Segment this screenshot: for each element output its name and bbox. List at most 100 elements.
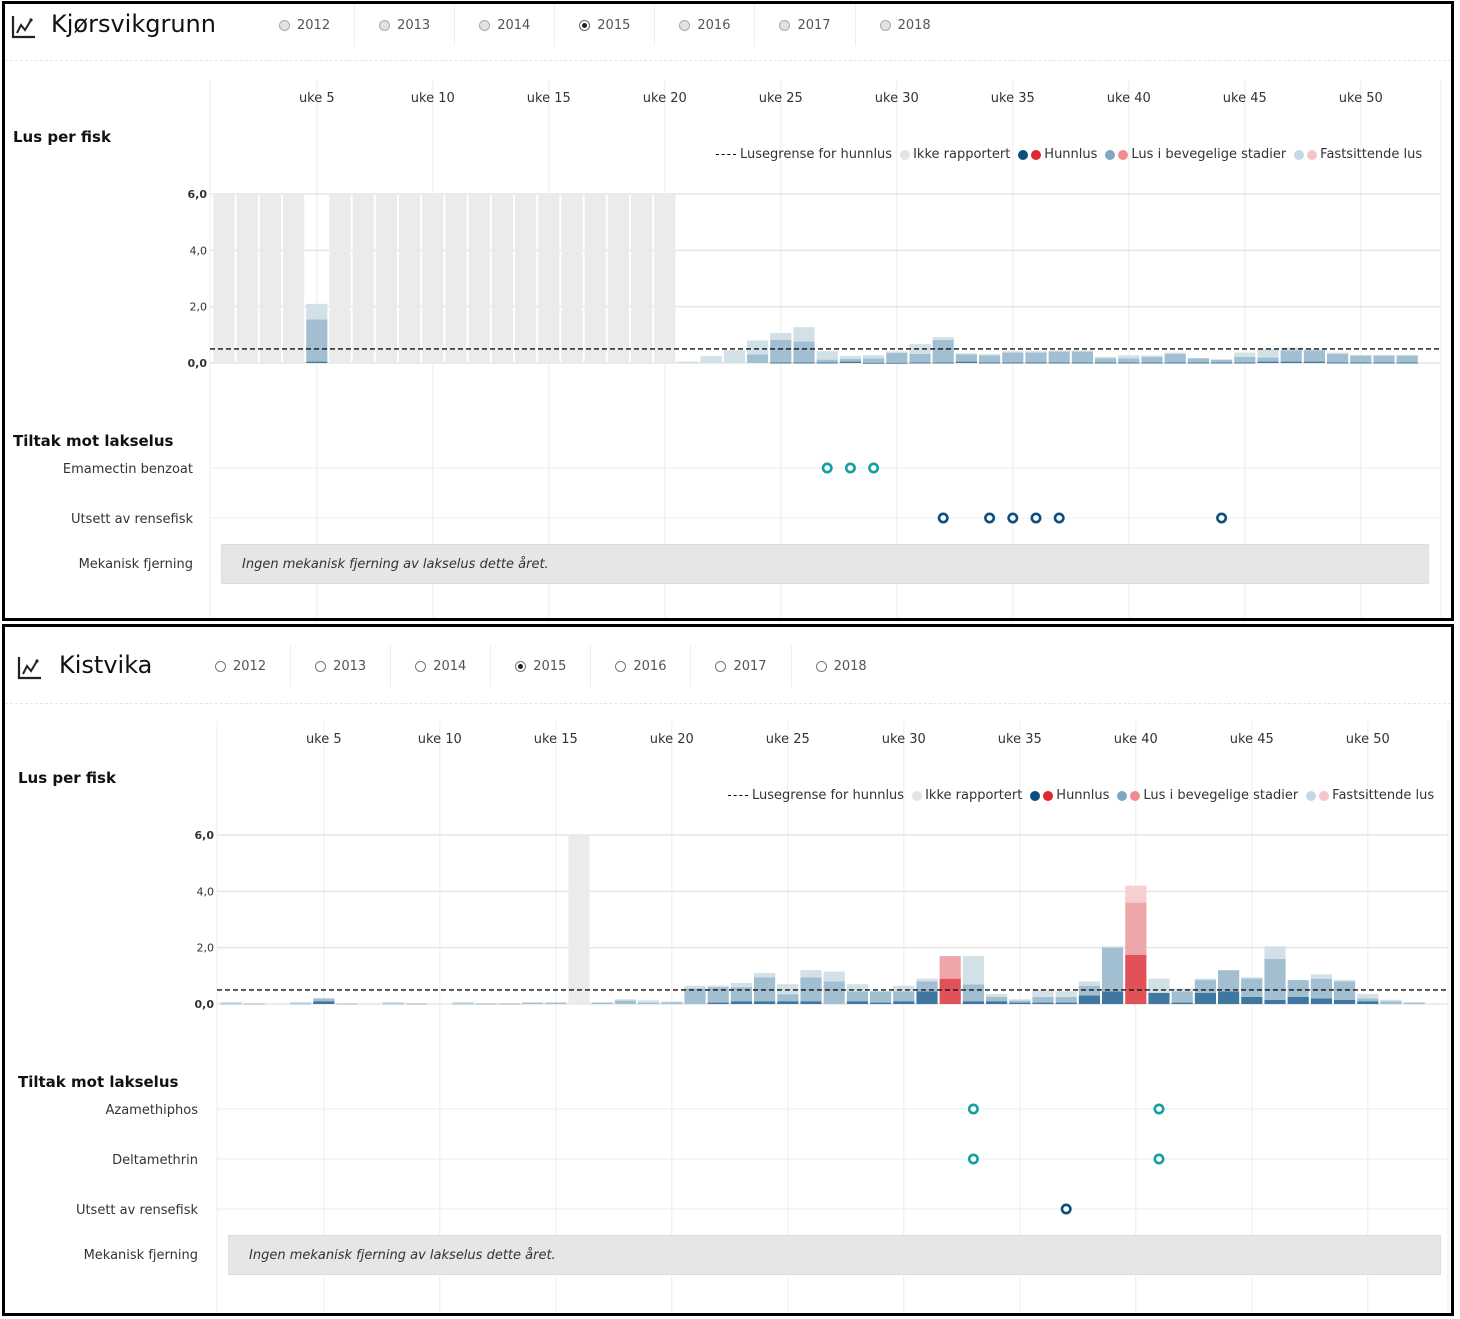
bar-segment-female <box>793 362 815 364</box>
y-tick-label: 2,0 <box>190 301 208 314</box>
bar-segment-mobile <box>336 1003 358 1005</box>
year-option-2016[interactable]: 2016 <box>591 645 692 687</box>
bar-segment-attached <box>700 355 722 363</box>
bar-segment-female <box>1078 995 1100 1004</box>
farm-panel-kjorsvikgrunn: Kjørsvikgrunn 2012 2013 2014 2015 2016 2… <box>2 1 1454 621</box>
bar-segment-female <box>313 1001 335 1004</box>
x-tick-label: uke 25 <box>766 732 810 747</box>
blue-dot-icon <box>1105 149 1116 160</box>
bar-segment-mobile <box>1141 356 1163 363</box>
radio-icon[interactable] <box>415 660 427 672</box>
bar-segment-female <box>1032 1002 1054 1004</box>
bar-segment-mobile <box>770 339 792 363</box>
legend-label: Hunnlus <box>1056 788 1110 803</box>
bar-segment-attached <box>1334 980 1356 982</box>
dashed-line-icon <box>728 795 748 796</box>
year-option-2015[interactable]: 2015 <box>491 645 592 687</box>
radio-icon[interactable] <box>215 660 226 672</box>
lice-section-title: Lus per fisk <box>13 128 111 146</box>
bar-segment-female <box>1055 1002 1077 1004</box>
year-label: 2012 <box>233 658 267 674</box>
bar-segment-attached <box>677 361 699 363</box>
year-option-2017[interactable]: 2017 <box>755 4 856 46</box>
year-option-2012[interactable]: 2012 <box>255 4 356 46</box>
grey-dot-icon <box>900 149 911 160</box>
radio-icon[interactable] <box>279 19 290 31</box>
panel-header: Kjørsvikgrunn 2012 2013 2014 2015 2016 2… <box>5 4 1451 61</box>
chart-legend: Lusegrense for hunnlus Ikke rapportert H… <box>728 788 1434 803</box>
bar-segment-mobile <box>1095 358 1117 363</box>
radio-icon[interactable] <box>779 19 791 31</box>
bar-segment-mobile <box>816 359 838 363</box>
bar-segment-attached <box>1357 994 1379 999</box>
radio-icon[interactable] <box>479 19 491 31</box>
radio-selected-icon[interactable] <box>515 660 527 672</box>
bar-segment-mobile <box>1280 350 1302 362</box>
bar-segment-mobile <box>1403 1002 1425 1004</box>
bar-segment-female <box>909 362 931 364</box>
legend-label: Fastsittende lus <box>1320 147 1423 162</box>
year-option-2016[interactable]: 2016 <box>655 4 756 46</box>
measure-label: Mekanisk fjerning <box>78 557 193 572</box>
chart-legend: Lusegrense for hunnlus Ikke rapportert H… <box>716 147 1422 162</box>
year-option-2013[interactable]: 2013 <box>355 4 456 46</box>
bar-segment-female <box>816 362 838 364</box>
bar-segment-mobile <box>1357 998 1379 1002</box>
bar-segment-female <box>1095 362 1117 364</box>
x-tick-label: uke 50 <box>1339 91 1383 106</box>
bar-segment-mobile <box>916 981 938 992</box>
year-option-2015[interactable]: 2015 <box>555 4 656 46</box>
bar-segment-mobile <box>1218 970 1240 992</box>
year-option-2018[interactable]: 2018 <box>792 645 891 687</box>
bar-segment-female <box>1303 361 1325 363</box>
bar-segment-mobile <box>962 984 984 1002</box>
bar-not-reported <box>375 194 397 363</box>
bar-segment-female <box>863 362 885 364</box>
bar-segment-attached <box>1025 351 1047 353</box>
year-option-2013[interactable]: 2013 <box>291 645 392 687</box>
bar-segment-attached <box>614 999 636 1001</box>
year-label: 2015 <box>597 17 631 33</box>
radio-icon[interactable] <box>715 660 727 672</box>
measure-label: Azamethiphos <box>105 1103 198 1118</box>
radio-icon[interactable] <box>615 660 627 672</box>
radio-icon[interactable] <box>679 19 691 31</box>
bar-segment-attached <box>1327 352 1349 354</box>
legend-label: Fastsittende lus <box>1332 788 1435 803</box>
measure-label: Emamectin benzoat <box>62 462 193 477</box>
bar-segment-attached <box>1118 355 1140 359</box>
cleanerfish-dot <box>1060 1203 1072 1215</box>
bar-segment-mobile <box>1350 355 1372 363</box>
year-label: 2012 <box>297 17 331 33</box>
bar-not-reported <box>654 194 676 363</box>
radio-icon[interactable] <box>879 19 891 31</box>
radio-icon[interactable] <box>379 19 391 31</box>
farm-title: Kjørsvikgrunn <box>51 10 216 38</box>
year-option-2018[interactable]: 2018 <box>856 4 955 46</box>
bar-segment-attached <box>1102 946 1124 948</box>
blue-dot-icon <box>1294 149 1305 160</box>
bar-segment-mobile <box>1009 1000 1031 1003</box>
bar-segment-attached <box>1032 989 1054 997</box>
x-tick-label: uke 5 <box>299 91 335 106</box>
no-mechanical-removal-notice: Ingen mekanisk fjerning av lakselus dett… <box>221 544 1429 584</box>
year-option-2014[interactable]: 2014 <box>455 4 556 46</box>
bar-segment-female <box>1257 361 1279 363</box>
x-tick-label: uke 35 <box>991 91 1035 106</box>
x-tick-label: uke 10 <box>411 91 455 106</box>
bar-segment-mobile <box>1334 981 1356 1000</box>
year-option-2014[interactable]: 2014 <box>391 645 492 687</box>
radio-selected-icon[interactable] <box>579 19 591 31</box>
bar-segment-mobile <box>1373 355 1395 363</box>
year-option-2012[interactable]: 2012 <box>191 645 292 687</box>
bar-segment-attached <box>1164 352 1186 354</box>
bar-segment-attached <box>1095 356 1117 359</box>
radio-icon[interactable] <box>815 660 827 672</box>
year-option-2017[interactable]: 2017 <box>691 645 792 687</box>
radio-icon[interactable] <box>315 660 327 672</box>
cleanerfish-dot <box>1030 512 1042 524</box>
measure-label: Deltamethrin <box>112 1153 198 1168</box>
bar-segment-female <box>1350 362 1372 364</box>
measure-label: Utsett av rensefisk <box>75 1203 198 1218</box>
bar-segment-mobile <box>1002 352 1024 363</box>
